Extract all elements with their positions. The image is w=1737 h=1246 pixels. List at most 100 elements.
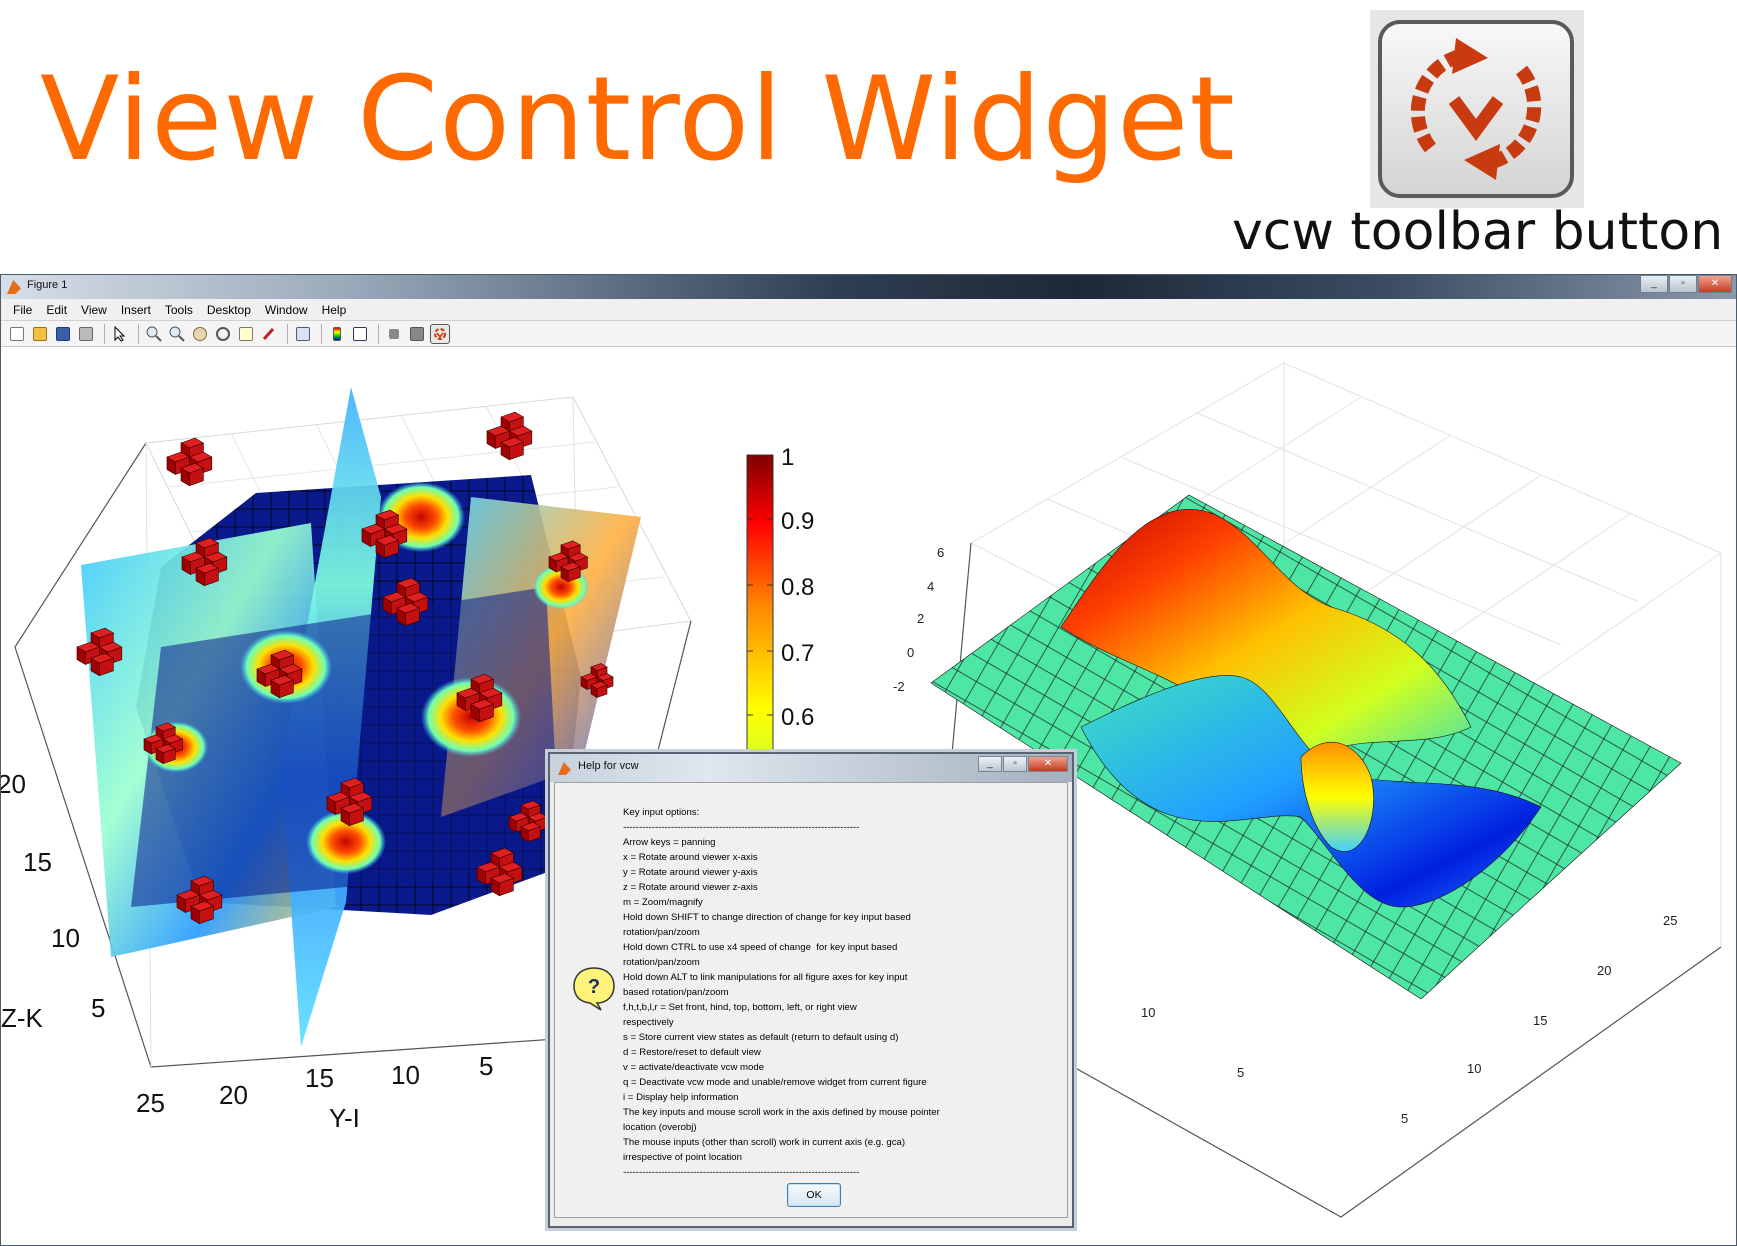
- help-dialog[interactable]: Help for vcw _ ▫ ✕ ? Key input options: -…: [548, 752, 1074, 1228]
- help-line: Hold down SHIFT to change direction of c…: [623, 912, 911, 923]
- colorbar-icon[interactable]: [327, 324, 347, 344]
- z-tick-label: 4: [927, 579, 934, 594]
- dialog-window-controls: _ ▫ ✕: [977, 756, 1068, 772]
- red-cube: [180, 462, 205, 487]
- legend-icon[interactable]: [350, 324, 370, 344]
- data-cursor-icon[interactable]: [236, 324, 256, 344]
- help-line: y = Rotate around viewer y-axis: [623, 867, 758, 878]
- menu-insert[interactable]: Insert: [120, 302, 151, 317]
- rotate-3d-icon[interactable]: [213, 324, 233, 344]
- x-tick-label: 10: [1467, 1061, 1481, 1076]
- menu-view[interactable]: View: [81, 302, 107, 317]
- hide-plot-tools-icon[interactable]: [384, 324, 404, 344]
- maximize-button[interactable]: ▫: [1669, 275, 1697, 293]
- print-icon[interactable]: [76, 324, 96, 344]
- help-line: location (overobj): [623, 1122, 697, 1133]
- help-line: The key inputs and mouse scroll work in …: [623, 1107, 940, 1118]
- x-tick-label: 15: [1533, 1013, 1547, 1028]
- show-plot-tools-icon[interactable]: [407, 324, 427, 344]
- left-axes-3d[interactable]: 25 20 15 10 5 Y-I 20 15 10 5 Z-K: [1, 387, 692, 1133]
- help-line: ----------------------------------------…: [623, 1167, 860, 1178]
- red-cube: [560, 562, 581, 583]
- y-tick-label: 10: [391, 1060, 420, 1090]
- new-figure-icon[interactable]: [7, 324, 27, 344]
- colorbar-tick-label: 1: [781, 444, 794, 471]
- colorbar-tick-label: 0.6: [781, 704, 814, 731]
- help-line: irrespective of point location: [623, 1152, 742, 1163]
- z-tick-label: 6: [937, 545, 944, 560]
- help-line: m = Zoom/magnify: [623, 897, 703, 908]
- ok-button[interactable]: OK: [787, 1183, 841, 1207]
- help-line: v = activate/deactivate vcw mode: [623, 1062, 765, 1073]
- zoom-in-icon[interactable]: [144, 324, 164, 344]
- help-line: s = Store current view states as default…: [623, 1032, 899, 1043]
- figure-titlebar[interactable]: Figure 1 _ ▫ ✕: [1, 275, 1736, 299]
- help-line: rotation/pan/zoom: [623, 927, 700, 938]
- banner-title: View Control Widget: [40, 52, 1236, 187]
- matlab-icon: [558, 762, 571, 775]
- zoom-out-icon[interactable]: [167, 324, 187, 344]
- red-cube: [340, 802, 365, 827]
- red-cube: [270, 674, 295, 699]
- menu-window[interactable]: Window: [264, 302, 308, 317]
- z-tick-label: 2: [917, 611, 924, 626]
- menu-tools[interactable]: Tools: [164, 302, 193, 317]
- z-tick-label: -2: [893, 679, 905, 694]
- x-tick-label: 20: [1597, 963, 1611, 978]
- red-cube: [520, 822, 541, 843]
- dialog-maximize-button[interactable]: ▫: [1003, 756, 1027, 772]
- y-tick-label: 20: [219, 1080, 248, 1110]
- matlab-icon: [7, 280, 21, 294]
- red-cube: [90, 652, 115, 677]
- plots-canvas: 25 20 15 10 5 Y-I 20 15 10 5 Z-K: [1, 362, 1723, 1218]
- dialog-titlebar[interactable]: Help for vcw _ ▫ ✕: [550, 754, 1072, 782]
- menu-file[interactable]: File: [13, 302, 33, 317]
- vcw-rotate-icon: [1378, 20, 1574, 198]
- colorbar[interactable]: 1 0.9 0.8 0.7 0.6: [746, 444, 814, 796]
- question-icon: ?: [573, 967, 615, 1011]
- red-cube: [470, 698, 495, 723]
- colorbar-tick-label: 0.7: [781, 640, 814, 667]
- dialog-close-button[interactable]: ✕: [1028, 756, 1068, 772]
- y-tick-label: 25: [136, 1088, 165, 1118]
- help-line: d = Restore/reset to default view: [623, 1047, 761, 1058]
- help-line: based rotation/pan/zoom: [623, 987, 729, 998]
- help-line: respectively: [623, 1017, 674, 1028]
- menubar: File Edit View Insert Tools Desktop Wind…: [1, 299, 1736, 321]
- link-plot-icon[interactable]: [293, 324, 313, 344]
- figure-toolbar: [1, 321, 1736, 347]
- close-button[interactable]: ✕: [1698, 275, 1732, 293]
- toolbar-separator: [378, 323, 379, 344]
- vcw-rotate-icon[interactable]: [430, 323, 450, 344]
- dialog-minimize-button[interactable]: _: [978, 756, 1002, 772]
- menu-help[interactable]: Help: [321, 302, 347, 317]
- minimize-button[interactable]: _: [1640, 275, 1668, 293]
- dialog-title: Help for vcw: [578, 760, 639, 772]
- figure-title: Figure 1: [27, 279, 68, 291]
- pan-icon[interactable]: [190, 324, 210, 344]
- x-tick-label: 25: [1663, 913, 1677, 928]
- red-cube: [396, 602, 421, 627]
- toolbar-separator: [138, 323, 139, 344]
- red-cube: [508, 812, 529, 833]
- z-axis-label: Z-K: [1, 1003, 44, 1033]
- red-cube: [590, 681, 608, 699]
- colorbar-tick-label: 0.8: [781, 574, 814, 601]
- menu-desktop[interactable]: Desktop: [206, 302, 251, 317]
- pointer-icon[interactable]: [110, 324, 130, 344]
- svg-text:?: ?: [588, 976, 600, 998]
- help-line: q = Deactivate vcw mode and unable/remov…: [623, 1077, 927, 1088]
- menu-edit[interactable]: Edit: [46, 302, 68, 317]
- red-cube: [155, 744, 176, 765]
- y-axis-label: Y-I: [329, 1103, 360, 1133]
- colorbar-tick-label: 0.9: [781, 508, 814, 535]
- red-cube: [490, 872, 515, 897]
- help-line: Key input options:: [623, 807, 700, 818]
- open-file-icon[interactable]: [30, 324, 50, 344]
- right-axes-3d[interactable]: 6 4 2 0 -2 5 10 15 20 25 5 10: [893, 362, 1723, 1218]
- save-icon[interactable]: [53, 324, 73, 344]
- brush-icon[interactable]: [259, 324, 279, 344]
- vcw-caption: vcw toolbar button: [1232, 202, 1724, 262]
- y-tick-label: 15: [305, 1063, 334, 1093]
